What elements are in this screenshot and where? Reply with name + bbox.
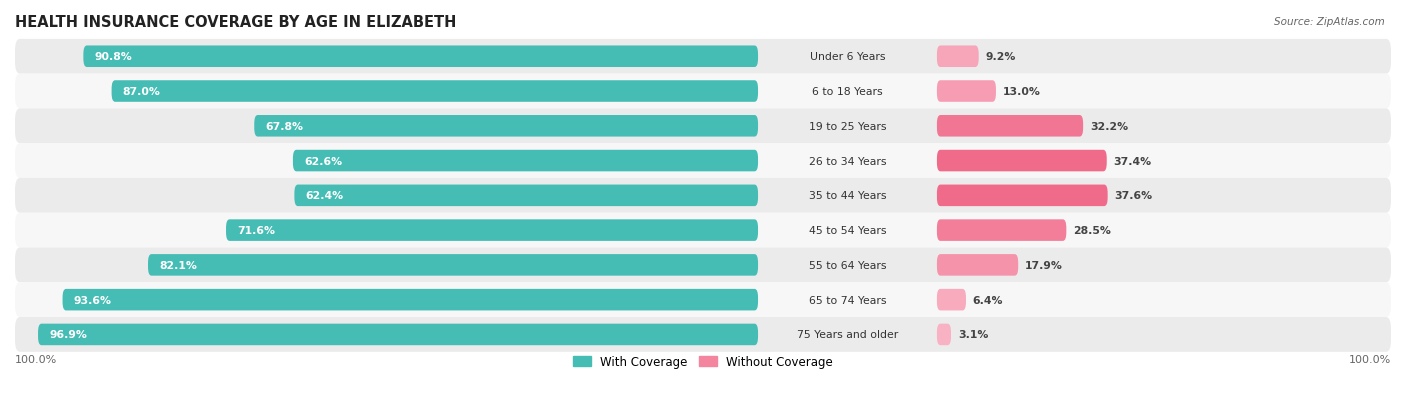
Text: 37.4%: 37.4% <box>1114 156 1152 166</box>
Text: 82.1%: 82.1% <box>159 260 197 270</box>
FancyBboxPatch shape <box>226 220 758 241</box>
Text: 9.2%: 9.2% <box>986 52 1017 62</box>
FancyBboxPatch shape <box>62 289 758 311</box>
Text: 67.8%: 67.8% <box>266 121 304 131</box>
Text: 75 Years and older: 75 Years and older <box>797 330 898 339</box>
Text: 100.0%: 100.0% <box>15 354 58 364</box>
Legend: With Coverage, Without Coverage: With Coverage, Without Coverage <box>568 351 838 373</box>
Text: 19 to 25 Years: 19 to 25 Years <box>808 121 886 131</box>
FancyBboxPatch shape <box>936 81 995 102</box>
FancyBboxPatch shape <box>936 289 966 311</box>
Text: 37.6%: 37.6% <box>1115 191 1153 201</box>
Text: 45 to 54 Years: 45 to 54 Years <box>808 225 886 235</box>
FancyBboxPatch shape <box>15 178 1391 213</box>
FancyBboxPatch shape <box>294 185 758 206</box>
FancyBboxPatch shape <box>936 324 950 345</box>
FancyBboxPatch shape <box>292 150 758 172</box>
Text: HEALTH INSURANCE COVERAGE BY AGE IN ELIZABETH: HEALTH INSURANCE COVERAGE BY AGE IN ELIZ… <box>15 15 457 30</box>
FancyBboxPatch shape <box>15 144 1391 178</box>
Text: 71.6%: 71.6% <box>238 225 276 235</box>
FancyBboxPatch shape <box>936 150 1107 172</box>
FancyBboxPatch shape <box>15 40 1391 74</box>
Text: Source: ZipAtlas.com: Source: ZipAtlas.com <box>1274 17 1385 26</box>
Text: 87.0%: 87.0% <box>122 87 160 97</box>
FancyBboxPatch shape <box>936 220 1066 241</box>
FancyBboxPatch shape <box>15 74 1391 109</box>
FancyBboxPatch shape <box>15 213 1391 248</box>
FancyBboxPatch shape <box>15 109 1391 144</box>
Text: 96.9%: 96.9% <box>49 330 87 339</box>
Text: 28.5%: 28.5% <box>1073 225 1111 235</box>
Text: 65 to 74 Years: 65 to 74 Years <box>808 295 886 305</box>
Text: 6 to 18 Years: 6 to 18 Years <box>813 87 883 97</box>
Text: Under 6 Years: Under 6 Years <box>810 52 886 62</box>
Text: 17.9%: 17.9% <box>1025 260 1063 270</box>
FancyBboxPatch shape <box>15 282 1391 317</box>
Text: 35 to 44 Years: 35 to 44 Years <box>808 191 886 201</box>
FancyBboxPatch shape <box>254 116 758 137</box>
Text: 32.2%: 32.2% <box>1090 121 1128 131</box>
FancyBboxPatch shape <box>111 81 758 102</box>
FancyBboxPatch shape <box>936 254 1018 276</box>
FancyBboxPatch shape <box>15 248 1391 282</box>
FancyBboxPatch shape <box>936 185 1108 206</box>
Text: 62.6%: 62.6% <box>304 156 342 166</box>
Text: 13.0%: 13.0% <box>1002 87 1040 97</box>
FancyBboxPatch shape <box>148 254 758 276</box>
Text: 26 to 34 Years: 26 to 34 Years <box>808 156 886 166</box>
Text: 93.6%: 93.6% <box>73 295 111 305</box>
Text: 3.1%: 3.1% <box>957 330 988 339</box>
Text: 62.4%: 62.4% <box>305 191 343 201</box>
FancyBboxPatch shape <box>15 317 1391 352</box>
Text: 90.8%: 90.8% <box>94 52 132 62</box>
Text: 6.4%: 6.4% <box>973 295 1004 305</box>
FancyBboxPatch shape <box>83 46 758 68</box>
Text: 100.0%: 100.0% <box>1348 354 1391 364</box>
FancyBboxPatch shape <box>936 116 1083 137</box>
FancyBboxPatch shape <box>936 46 979 68</box>
FancyBboxPatch shape <box>38 324 758 345</box>
Text: 55 to 64 Years: 55 to 64 Years <box>808 260 886 270</box>
